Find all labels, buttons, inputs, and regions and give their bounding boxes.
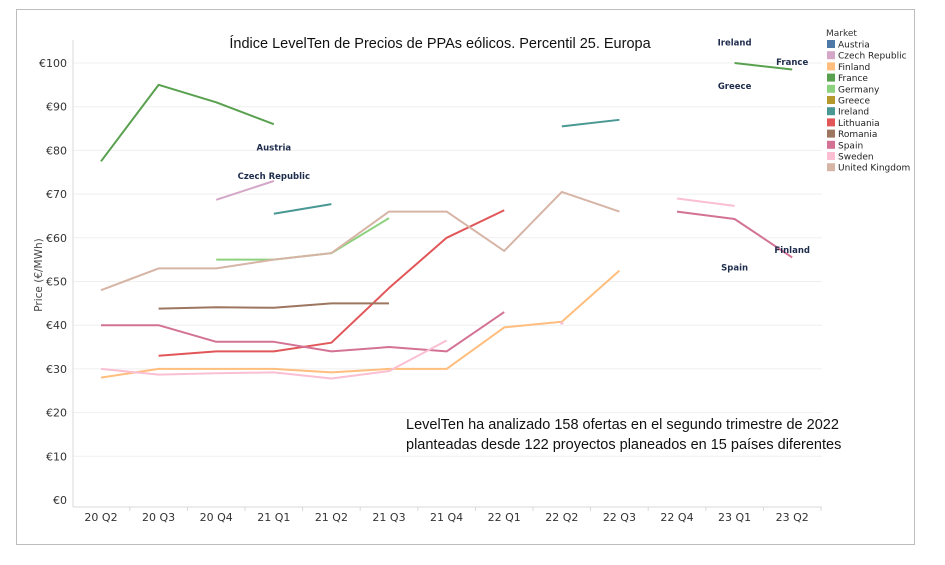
gridlines — [73, 62, 822, 457]
y-tick-label: €90 — [46, 101, 67, 114]
legend-swatch — [827, 51, 835, 60]
annotation-label: Spain — [721, 264, 748, 274]
y-tick-label: €10 — [46, 450, 67, 463]
legend-label: Ireland — [838, 108, 869, 118]
y-tick-label: €20 — [46, 407, 67, 420]
note-text: LevelTen ha analizado 158 ofertas en el … — [406, 417, 841, 453]
y-tick-label: €80 — [46, 144, 67, 157]
x-tick-label: 22 Q2 — [545, 511, 578, 524]
y-tick-label: €50 — [46, 276, 67, 289]
legend-swatch — [827, 96, 835, 104]
legend-label: Sweden — [838, 153, 874, 163]
series-line-spain — [676, 210, 793, 259]
annotation-label: Czech Republic — [238, 172, 310, 182]
chart-title: Índice LevelTen de Precios de PPAs eólic… — [229, 35, 651, 52]
legend-label: Greece — [838, 97, 870, 107]
series-line-germany — [216, 217, 390, 261]
x-tick-label: 21 Q4 — [430, 511, 463, 524]
legend-label: Austria — [838, 41, 870, 51]
annotation-label: France — [776, 58, 808, 68]
x-tick-label: 21 Q2 — [315, 511, 348, 524]
x-tick-label: 23 Q2 — [776, 511, 809, 524]
y-axis-label: Price (€/MWh) — [33, 238, 45, 311]
legend-label: Finland — [838, 63, 870, 73]
series-line-sweden — [100, 339, 448, 380]
x-tick-label: 21 Q1 — [257, 511, 290, 524]
legend-swatch — [827, 152, 835, 160]
x-tick-label: 20 Q2 — [84, 511, 117, 524]
annotation-label: Ireland — [718, 39, 752, 49]
legend-label: Romania — [838, 130, 877, 140]
series-line-sweden — [676, 197, 735, 207]
legend-swatch — [827, 140, 835, 149]
y-tick-label: €60 — [46, 232, 67, 245]
series-line-ireland — [561, 118, 620, 128]
annotation-label: Austria — [257, 143, 292, 153]
y-tick-label: €100 — [39, 57, 67, 70]
note-line: LevelTen ha analizado 158 ofertas en el … — [406, 417, 839, 433]
legend-swatch — [827, 84, 835, 93]
legend-swatch — [827, 163, 835, 172]
series-line-romania — [158, 302, 389, 310]
legend-swatch — [827, 118, 835, 127]
series-lines — [100, 62, 793, 380]
y-tick-label: €0 — [53, 494, 67, 507]
y-axis-ticks: €0 €10 €20 €30 €40 €50 €60 €70 €80 €90 €100 — [39, 57, 67, 507]
legend-label: Lithuania — [838, 119, 880, 129]
series-line-finland — [100, 269, 621, 379]
series-line-spain — [101, 311, 505, 353]
legend-label: United Kingdom — [838, 164, 910, 174]
legend-swatch — [827, 107, 835, 116]
legend-label: Germany — [838, 85, 880, 95]
series-line-united-kingdom — [100, 190, 620, 292]
x-tick-label: 22 Q3 — [603, 511, 636, 524]
x-tick-label: 21 Q3 — [372, 511, 405, 524]
annotation-label: Greece — [718, 82, 752, 92]
chart-frame — [16, 9, 915, 545]
legend-label: France — [838, 74, 868, 84]
note-line: planteadas desde 122 proyectos planeados… — [406, 437, 841, 453]
x-tick-label: 22 Q4 — [660, 511, 693, 524]
x-tick-label: 20 Q4 — [200, 511, 233, 524]
annotation-label: Finland — [774, 246, 810, 256]
x-tick-label: 23 Q1 — [718, 511, 751, 524]
legend-swatch — [827, 40, 835, 48]
annotations: Austria Czech Republic Ireland France Greece… — [238, 39, 810, 274]
series-point-sweden — [560, 321, 564, 325]
y-tick-label: €40 — [46, 319, 67, 332]
y-tick-label: €30 — [46, 363, 67, 376]
x-tick-label: 22 Q1 — [488, 511, 521, 524]
x-tick-label: 20 Q3 — [142, 511, 175, 524]
x-axis-ticks: 20 Q2 20 Q3 20 Q4 21 Q1 21 Q2 21 Q3 21 Q4 22 Q1… — [84, 507, 822, 524]
series-line-france — [100, 83, 275, 162]
series-line-lithuania — [158, 209, 505, 357]
legend-swatch — [827, 73, 835, 82]
y-tick-label: €70 — [46, 188, 67, 201]
series-line-czech-republic — [215, 180, 275, 201]
legend-label: Spain — [838, 141, 863, 151]
series-line-ireland — [273, 203, 332, 215]
legend-swatch — [827, 129, 835, 138]
legend-title: Market — [826, 29, 857, 39]
series-line-france — [734, 62, 793, 71]
legend-swatch — [827, 62, 835, 71]
legend-label: Czech Republic — [838, 52, 907, 62]
